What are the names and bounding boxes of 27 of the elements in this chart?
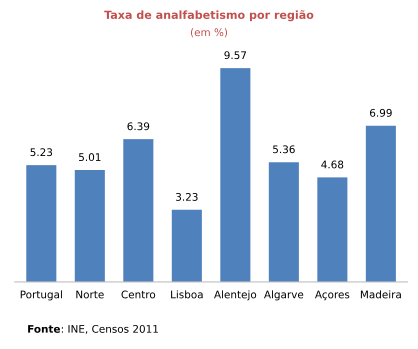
x-tick-label: Portugal [20, 290, 62, 300]
data-label: 5.23 [30, 148, 52, 156]
x-tick-label: Algarve [264, 290, 304, 300]
x-tick-label: Madeira [360, 290, 401, 298]
bar [220, 68, 250, 282]
chart-subtitle: (em %) [190, 28, 228, 38]
bar [123, 139, 154, 282]
bar [26, 165, 56, 282]
x-tick-label: Norte [76, 290, 104, 298]
data-label: 5.01 [79, 153, 100, 162]
source-note: Fonte: INE, Censos 2011 [28, 324, 158, 334]
x-tick-label: Centro [122, 290, 156, 298]
data-label: 5.36 [273, 145, 295, 154]
x-tick-label: Açores [314, 290, 350, 300]
data-label: 6.99 [370, 108, 392, 117]
data-label: 3.23 [176, 192, 198, 201]
bar [366, 126, 396, 282]
bar [268, 162, 299, 282]
chart-title: Taxa de analfabetismo por região [104, 10, 314, 22]
data-label: 6.39 [127, 122, 150, 130]
data-label: 4.68 [321, 160, 344, 168]
x-tick-label: Alentejo [214, 290, 256, 300]
data-label: 9.57 [224, 51, 246, 60]
bar [74, 170, 105, 282]
bar [172, 210, 202, 282]
bar [317, 177, 348, 282]
x-tick-label: Lisboa [171, 290, 203, 298]
